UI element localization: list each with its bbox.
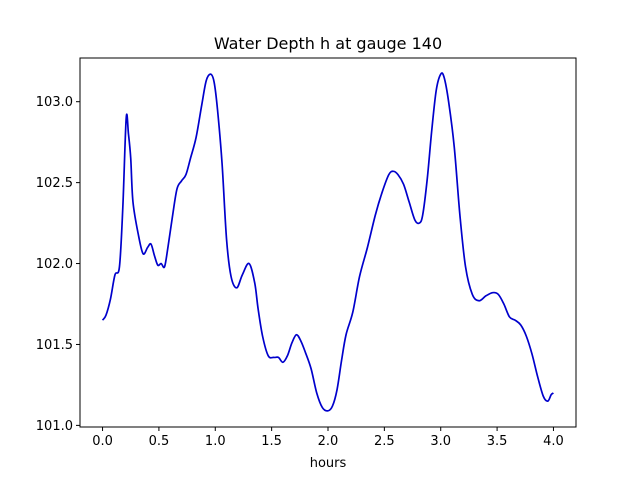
y-axis: 101.0 101.5 102.0 102.5 103.0 xyxy=(36,95,80,434)
y-tick-label: 103.0 xyxy=(36,95,73,110)
x-axis-label: hours xyxy=(310,456,347,471)
x-tick-label: 0.0 xyxy=(92,434,113,449)
series-line-water-depth xyxy=(101,72,554,412)
x-tick-label: 3.0 xyxy=(430,434,451,449)
chart-title: Water Depth h at gauge 140 xyxy=(214,34,442,53)
y-tick-label: 102.0 xyxy=(36,257,73,272)
x-tick-label: 3.5 xyxy=(487,434,508,449)
x-axis: 0.0 0.5 1.0 1.5 2.0 2.5 3.0 3.5 4.0 xyxy=(92,427,564,449)
y-tick-label: 101.5 xyxy=(36,338,73,353)
x-tick-label: 1.0 xyxy=(205,434,226,449)
y-tick-label: 102.5 xyxy=(36,176,73,191)
x-tick-label: 1.5 xyxy=(261,434,282,449)
x-tick-label: 2.0 xyxy=(318,434,339,449)
x-tick-label: 4.0 xyxy=(543,434,564,449)
plot-data-layer xyxy=(101,72,554,412)
x-tick-label: 0.5 xyxy=(149,434,170,449)
y-tick-label: 101.0 xyxy=(36,419,73,434)
x-tick-label: 2.5 xyxy=(374,434,395,449)
